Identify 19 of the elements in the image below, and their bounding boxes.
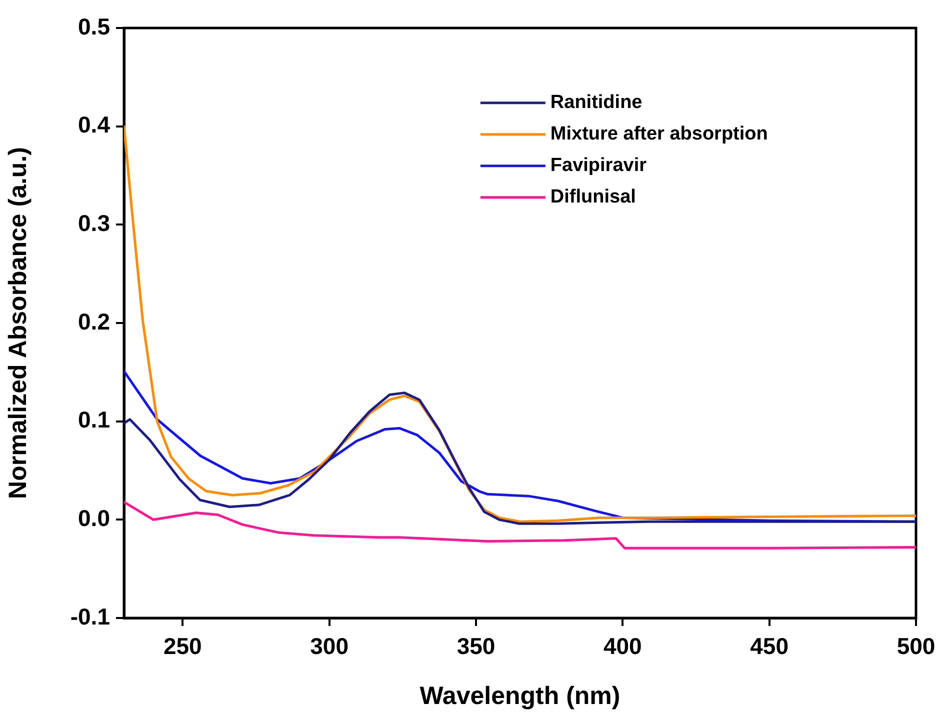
legend-label: Ranitidine bbox=[550, 92, 642, 114]
y-tick-label: 0.0 bbox=[78, 505, 110, 532]
x-tick-label: 300 bbox=[310, 633, 349, 660]
y-tick-label: 0.1 bbox=[78, 406, 110, 433]
x-tick-label: 250 bbox=[163, 633, 202, 660]
x-tick-label: 400 bbox=[603, 633, 642, 660]
y-tick-label: 0.4 bbox=[78, 112, 110, 138]
legend-label: Diflunisal bbox=[550, 186, 636, 208]
legend-label: Favipiravir bbox=[550, 155, 648, 176]
y-tick-label: -0.1 bbox=[70, 603, 110, 630]
y-tick-label: 0.3 bbox=[78, 210, 110, 236]
x-tick-label: 350 bbox=[456, 633, 496, 660]
x-tick-label: 450 bbox=[750, 633, 789, 660]
x-axis-title: Wavelength (nm) bbox=[420, 682, 620, 710]
legend-label: Mixture after absorption bbox=[550, 124, 768, 145]
y-tick-label: 0.5 bbox=[78, 13, 110, 40]
y-tick-label: 0.2 bbox=[78, 308, 110, 334]
y-axis-title: Normalized Absorbance (a.u.) bbox=[4, 147, 32, 499]
x-tick-label: 500 bbox=[896, 633, 936, 660]
